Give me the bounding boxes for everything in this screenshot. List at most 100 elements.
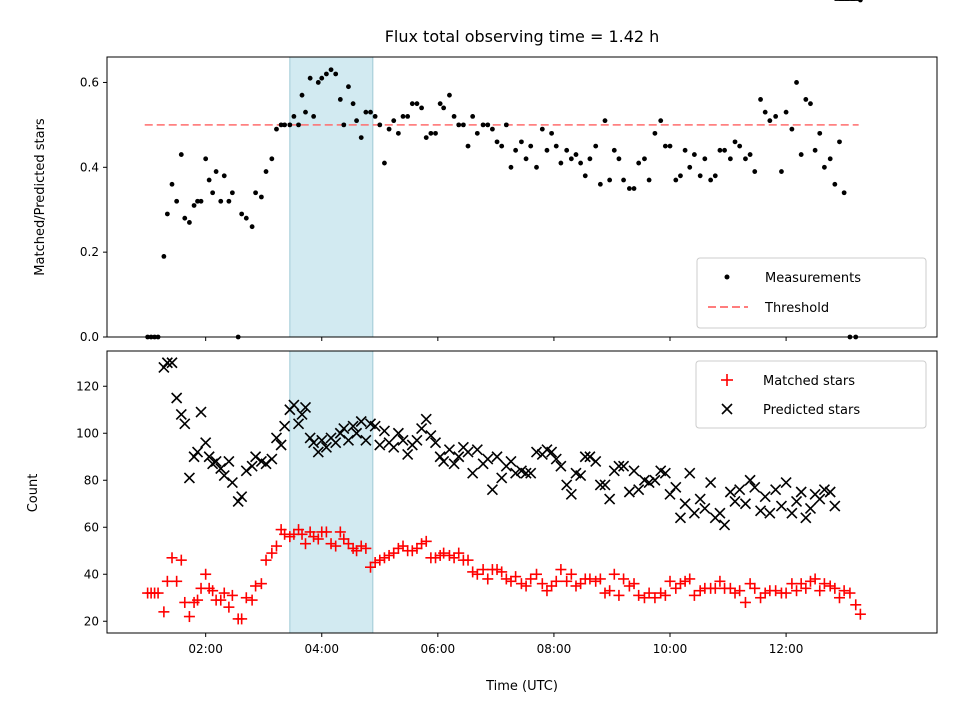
- matched-star-point: [308, 531, 320, 543]
- measurement-point: [607, 177, 613, 183]
- matched-star-point: [355, 540, 367, 552]
- legend-matched-label: Matched stars: [763, 374, 855, 389]
- predicted-star-point: [804, 502, 817, 515]
- x-tick-label: 08:00: [537, 642, 572, 656]
- matched-star-point: [166, 552, 178, 564]
- measurement-point: [414, 101, 420, 107]
- predicted-star-point: [330, 437, 342, 449]
- predicted-star-point: [467, 467, 479, 479]
- predicted-star-point: [166, 357, 178, 369]
- matched-star-point: [270, 540, 282, 552]
- predicted-star-point: [443, 444, 456, 456]
- predicted-star-point: [618, 460, 630, 472]
- matched-star-point: [240, 592, 252, 604]
- predicted-star-point: [471, 444, 483, 456]
- predicted-star-point: [161, 357, 173, 369]
- measurement-point: [164, 211, 170, 217]
- predicted-star-point: [175, 408, 187, 421]
- predicted-star-point: [496, 472, 508, 484]
- measurement-point: [539, 126, 545, 132]
- top-legend: Measurements Threshold: [696, 257, 927, 329]
- measurement-point: [758, 97, 763, 102]
- predicted-star-point: [724, 486, 736, 498]
- predicted-star-point: [158, 361, 170, 374]
- matched-star-point: [818, 578, 830, 590]
- measurement-point: [299, 92, 305, 98]
- matched-star-point: [471, 568, 483, 580]
- predicted-star-point: [520, 467, 532, 479]
- matched-star-point: [734, 585, 746, 597]
- measurement-point: [282, 122, 288, 128]
- matched-star-point: [453, 547, 465, 559]
- measurement-point: [213, 169, 219, 174]
- measurement-point: [712, 173, 718, 179]
- top-plot-frame: [106, 56, 938, 338]
- matched-star-point: [416, 538, 428, 550]
- matched-star-point: [448, 552, 460, 564]
- matched-stars-points: [142, 524, 866, 625]
- matched-star-point: [684, 573, 696, 585]
- matched-star-point: [749, 582, 761, 594]
- matched-star-point: [300, 538, 312, 550]
- predicted-star-point: [203, 451, 215, 463]
- y-tick-label: 100: [76, 426, 99, 440]
- measurement-point: [697, 173, 703, 179]
- measurement-point: [642, 156, 647, 162]
- predicted-star-point: [795, 486, 807, 498]
- measurement-point: [568, 156, 574, 162]
- matched-star-point: [791, 585, 803, 597]
- predicted-star-point: [719, 519, 731, 531]
- matched-star-point: [550, 575, 562, 587]
- predicted-star-point: [266, 453, 278, 465]
- predicted-star-point: [780, 477, 792, 489]
- measurement-point: [544, 147, 550, 153]
- measurement-point: [626, 186, 632, 191]
- matched-star-point: [218, 587, 230, 599]
- matched-star-point: [664, 575, 676, 587]
- predicted-star-point: [312, 446, 324, 458]
- predicted-star-point: [594, 479, 606, 491]
- measurement-point: [616, 156, 622, 162]
- measurement-point: [333, 71, 339, 77]
- measurement-point: [631, 186, 637, 191]
- predicted-star-point: [599, 479, 611, 491]
- predicted-star-point: [628, 465, 640, 477]
- measurement-point: [291, 113, 297, 119]
- measurement-point: [779, 169, 784, 174]
- measurement-point: [667, 143, 673, 149]
- y-tick-label: 40: [84, 567, 99, 581]
- chart-title: Flux total observing time = 1.42 h: [385, 27, 660, 46]
- measurement-point: [789, 126, 795, 132]
- matched-star-point: [623, 580, 635, 592]
- matched-star-point: [351, 545, 363, 557]
- matched-star-point: [496, 566, 508, 578]
- predicted-star-point: [402, 448, 414, 460]
- matched-star-point: [520, 580, 532, 592]
- matched-star-point: [541, 585, 553, 597]
- top-panel: 0.0 0.2 0.4 0.6 Flux total observing time =…: [33, 0, 938, 344]
- measurement-point: [258, 194, 264, 200]
- predicted-star-point: [183, 472, 195, 484]
- measurement-point: [451, 113, 457, 119]
- measurement-point: [553, 143, 559, 149]
- measurement-point: [841, 190, 847, 196]
- measurement-point: [803, 97, 809, 102]
- measurement-point: [812, 147, 818, 153]
- matched-star-point: [679, 575, 691, 587]
- predicted-stars-points: [158, 0, 861, 531]
- matched-star-point: [809, 573, 821, 585]
- predicted-star-point: [232, 495, 244, 507]
- measurement-point: [549, 130, 555, 136]
- measurement-point: [198, 198, 204, 204]
- x-tick-label: 10:00: [653, 642, 688, 656]
- predicted-star-point: [411, 434, 423, 446]
- predicted-star-point: [824, 486, 836, 498]
- measurement-point: [762, 109, 768, 115]
- matched-star-point: [546, 580, 558, 592]
- matched-star-point: [500, 573, 512, 585]
- bottom-panel: 20 40 60 80 100 120 02:00 04:00 06:00 08:00 10:00…: [26, 0, 938, 694]
- predicted-star-point: [195, 406, 207, 418]
- predicted-star-point: [188, 451, 200, 463]
- predicted-star-point: [360, 434, 372, 446]
- measurement-point: [494, 139, 500, 145]
